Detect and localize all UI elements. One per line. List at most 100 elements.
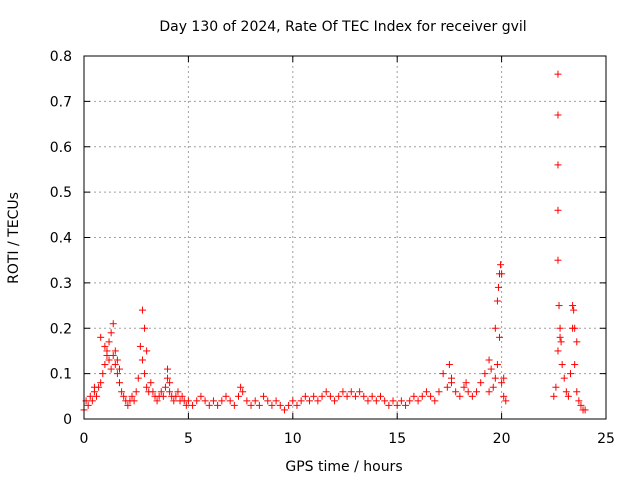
data-point bbox=[88, 397, 96, 405]
data-point bbox=[147, 379, 155, 387]
data-point bbox=[136, 342, 144, 350]
y-axis-label: ROTI / TECUs bbox=[6, 192, 22, 284]
data-point bbox=[452, 388, 460, 396]
data-point bbox=[159, 392, 167, 400]
data-point bbox=[487, 365, 495, 373]
chart-title: Day 130 of 2024, Rate Of TEC Index for r… bbox=[159, 19, 526, 35]
data-point bbox=[113, 370, 121, 378]
data-point bbox=[567, 370, 575, 378]
data-point bbox=[464, 388, 472, 396]
data-point bbox=[86, 392, 94, 400]
data-point bbox=[322, 388, 330, 396]
data-point bbox=[197, 392, 205, 400]
data-point bbox=[569, 302, 577, 310]
data-point bbox=[161, 383, 169, 391]
data-point bbox=[84, 401, 92, 409]
data-point bbox=[347, 388, 355, 396]
data-point bbox=[318, 392, 326, 400]
data-point bbox=[554, 256, 562, 264]
data-point bbox=[364, 397, 372, 405]
data-point bbox=[491, 374, 499, 382]
data-point bbox=[331, 397, 339, 405]
data-point bbox=[376, 392, 384, 400]
data-point bbox=[326, 392, 334, 400]
data-point bbox=[166, 388, 174, 396]
data-point bbox=[447, 374, 455, 382]
data-point bbox=[264, 397, 272, 405]
data-point bbox=[189, 401, 197, 409]
data-point bbox=[107, 329, 115, 337]
data-point bbox=[214, 401, 222, 409]
data-point bbox=[552, 383, 560, 391]
data-point bbox=[97, 333, 105, 341]
data-point bbox=[310, 392, 318, 400]
data-point bbox=[360, 392, 368, 400]
data-point bbox=[93, 392, 101, 400]
data-point bbox=[435, 388, 443, 396]
data-point bbox=[556, 324, 564, 332]
data-point bbox=[550, 392, 558, 400]
data-point bbox=[297, 397, 305, 405]
data-point bbox=[226, 397, 234, 405]
data-point bbox=[205, 401, 213, 409]
data-point bbox=[555, 302, 563, 310]
y-tick-label: 0.8 bbox=[50, 49, 72, 65]
data-point bbox=[132, 388, 140, 396]
data-point bbox=[554, 206, 562, 214]
data-point bbox=[462, 379, 470, 387]
data-point bbox=[393, 401, 401, 409]
data-point bbox=[170, 397, 178, 405]
x-tick-label: 15 bbox=[388, 431, 406, 447]
data-point bbox=[557, 338, 565, 346]
data-point bbox=[554, 161, 562, 169]
data-point bbox=[343, 392, 351, 400]
x-tick-label: 20 bbox=[493, 431, 511, 447]
data-point bbox=[456, 392, 464, 400]
data-point bbox=[138, 306, 146, 314]
y-tick-label: 0.3 bbox=[50, 276, 72, 292]
data-point bbox=[255, 401, 263, 409]
data-point bbox=[222, 392, 230, 400]
data-point bbox=[97, 379, 105, 387]
data-point bbox=[481, 370, 489, 378]
data-point bbox=[418, 392, 426, 400]
data-point bbox=[113, 356, 121, 364]
data-point bbox=[491, 324, 499, 332]
data-point bbox=[496, 333, 504, 341]
y-tick-label: 0.6 bbox=[50, 140, 72, 156]
data-point bbox=[193, 397, 201, 405]
data-points bbox=[80, 70, 589, 414]
data-point bbox=[301, 392, 309, 400]
data-point bbox=[157, 388, 165, 396]
data-point bbox=[581, 406, 589, 414]
data-point bbox=[247, 401, 255, 409]
data-point bbox=[485, 388, 493, 396]
data-point bbox=[218, 397, 226, 405]
grid-lines bbox=[84, 56, 606, 419]
data-point bbox=[372, 397, 380, 405]
data-point bbox=[153, 397, 161, 405]
data-point bbox=[120, 392, 128, 400]
data-point bbox=[554, 347, 562, 355]
data-point bbox=[134, 374, 142, 382]
data-point bbox=[115, 365, 123, 373]
y-tick-label: 0.1 bbox=[50, 367, 72, 383]
data-point bbox=[497, 261, 505, 269]
data-point bbox=[414, 397, 422, 405]
data-point bbox=[272, 397, 280, 405]
data-point bbox=[502, 397, 510, 405]
data-point bbox=[243, 397, 251, 405]
data-point bbox=[184, 397, 192, 405]
data-point bbox=[445, 361, 453, 369]
data-point bbox=[335, 392, 343, 400]
data-point bbox=[397, 397, 405, 405]
axis-ticks: 0 5 10 15 20 25 0 0.1 0.2 0.3 0.4 0.5 0.6 0.7 0.8 bbox=[50, 49, 615, 447]
data-point bbox=[201, 397, 209, 405]
data-point bbox=[558, 361, 566, 369]
data-point bbox=[381, 397, 389, 405]
data-point bbox=[164, 374, 172, 382]
data-point bbox=[230, 401, 238, 409]
data-point bbox=[402, 401, 410, 409]
data-point bbox=[260, 392, 268, 400]
